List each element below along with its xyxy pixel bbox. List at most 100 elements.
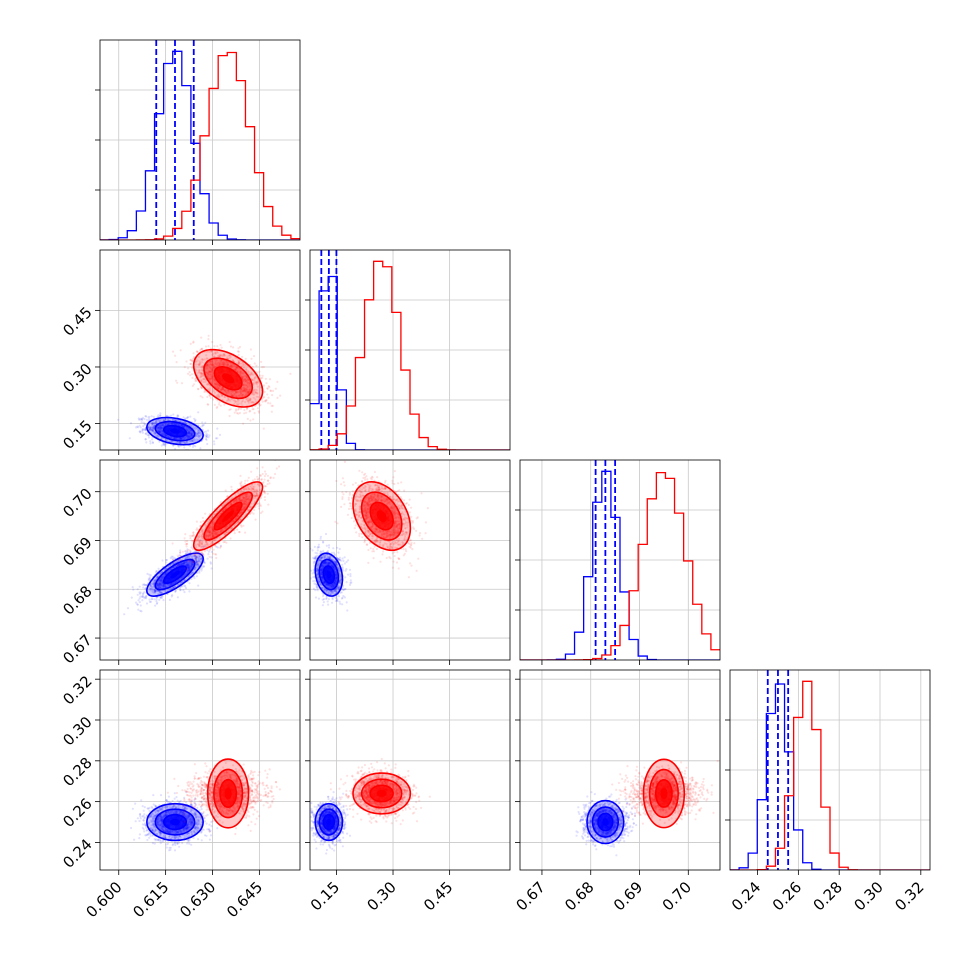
scatter-point — [186, 431, 190, 435]
scatter-point — [199, 349, 202, 352]
scatter-point — [183, 436, 187, 440]
scatter-point — [178, 420, 181, 423]
scatter-point — [136, 603, 139, 606]
scatter-point — [188, 569, 191, 572]
scatter-point — [159, 579, 162, 582]
scatter-point — [186, 551, 189, 554]
scatter-point — [181, 424, 184, 427]
scatter-point — [207, 436, 210, 439]
scatter-point — [173, 586, 176, 589]
scatter-point — [248, 373, 251, 376]
scatter-point — [179, 423, 183, 426]
scatter-point — [175, 379, 178, 382]
scatter-point — [186, 563, 189, 566]
contour-line — [146, 552, 204, 597]
scatter-point — [188, 564, 191, 567]
scatter-point — [191, 534, 194, 537]
scatter-point — [218, 385, 221, 388]
scatter-point — [213, 355, 216, 358]
scatter-point — [187, 430, 190, 433]
scatter-point — [236, 350, 240, 353]
scatter-point — [254, 375, 257, 378]
scatter-point — [213, 381, 216, 384]
scatter-point — [206, 371, 209, 374]
scatter-point — [181, 576, 184, 579]
scatter-point — [186, 557, 189, 560]
scatter-point — [249, 387, 252, 390]
scatter-point — [229, 503, 232, 506]
scatter-point — [255, 400, 258, 403]
scatter-point — [154, 433, 157, 436]
scatter-point — [187, 429, 191, 432]
scatter-point — [258, 370, 261, 373]
scatter-point — [199, 561, 202, 564]
scatter-point — [194, 555, 198, 559]
scatter-point — [212, 398, 215, 401]
scatter-point — [150, 585, 153, 588]
scatter-point — [247, 390, 250, 393]
scatter-point — [205, 434, 208, 437]
scatter-point — [206, 403, 209, 406]
scatter-point — [216, 531, 219, 534]
scatter-point — [239, 394, 242, 397]
scatter-point — [223, 363, 226, 366]
scatter-point — [220, 354, 223, 357]
scatter-point — [160, 571, 163, 574]
scatter-point — [200, 535, 203, 538]
scatter-point — [213, 539, 216, 542]
scatter-point — [158, 427, 161, 430]
scatter-point — [153, 598, 156, 601]
scatter-point — [245, 388, 248, 391]
scatter-point — [240, 489, 243, 492]
scatter-point — [201, 421, 204, 424]
scatter-point — [162, 585, 165, 588]
scatter-point — [188, 440, 191, 443]
scatter-point — [209, 360, 213, 364]
scatter-point — [192, 531, 195, 534]
scatter-point — [207, 388, 210, 391]
scatter-point — [161, 426, 164, 430]
scatter-point — [201, 374, 204, 377]
scatter-point — [149, 442, 152, 445]
scatter-point — [141, 429, 144, 433]
scatter-point — [233, 392, 236, 395]
scatter-point — [181, 580, 184, 583]
scatter-point — [205, 364, 209, 367]
scatter-point — [209, 561, 212, 564]
scatter-point — [129, 422, 133, 425]
scatter-point — [152, 429, 155, 432]
scatter-point — [199, 521, 202, 524]
scatter-point — [158, 582, 161, 585]
scatter-point — [207, 372, 210, 375]
scatter-point — [256, 385, 259, 388]
scatter-point — [170, 595, 173, 598]
scatter-point — [161, 424, 164, 427]
scatter-point — [192, 341, 195, 344]
scatter-point — [148, 423, 151, 426]
scatter-point — [229, 364, 232, 367]
scatter-point — [201, 347, 204, 350]
scatter-point — [212, 390, 215, 393]
scatter-point — [198, 363, 201, 366]
scatter-point — [213, 345, 216, 348]
scatter-point — [191, 376, 194, 379]
scatter-point — [198, 571, 201, 574]
scatter-point — [162, 583, 165, 587]
scatter-point — [235, 369, 238, 372]
scatter-point — [146, 572, 149, 575]
scatter-point — [206, 373, 209, 376]
scatter-point — [170, 436, 173, 439]
scatter-point — [207, 535, 210, 538]
scatter-point — [223, 363, 226, 366]
scatter-point — [209, 533, 212, 536]
scatter-point — [267, 479, 270, 482]
scatter-point — [182, 563, 185, 566]
scatter-point — [223, 540, 226, 543]
scatter-point — [211, 375, 214, 378]
scatter-point — [141, 599, 144, 602]
scatter-point — [160, 581, 163, 584]
scatter-point — [169, 588, 172, 591]
scatter-point — [211, 353, 214, 356]
scatter-point — [215, 358, 219, 361]
scatter-point — [155, 419, 159, 422]
